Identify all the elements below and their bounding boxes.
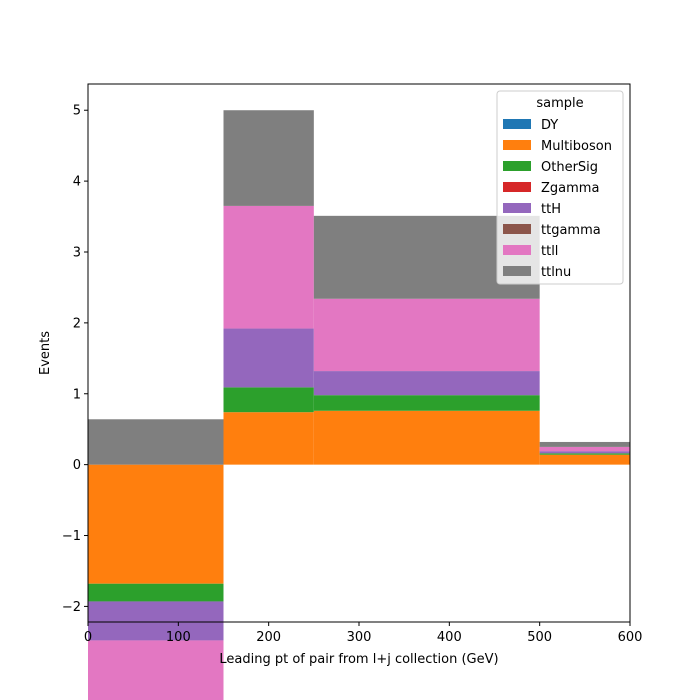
bar-othersig-bin-3: [539, 453, 630, 455]
legend-swatch-ttlnu: [503, 266, 531, 276]
legend-label-dy: DY: [541, 118, 558, 133]
legend-swatch-othersig: [503, 161, 531, 171]
y-tick-label: 4: [73, 175, 81, 190]
bar-ttll-bin-2: [313, 298, 540, 372]
x-tick-label: 200: [256, 630, 281, 645]
x-tick-label: 0: [84, 630, 92, 645]
legend-swatch-zgamma: [503, 182, 531, 192]
x-axis-label: Leading pt of pair from l+j collection (…: [219, 652, 498, 667]
y-tick-label: 3: [73, 245, 81, 260]
x-tick-label: 600: [618, 630, 643, 645]
bar-tth-bin-1: [223, 328, 314, 388]
x-tick-label: 400: [437, 630, 462, 645]
y-tick-label: −1: [62, 529, 81, 544]
x-tick-label: 500: [527, 630, 552, 645]
legend-swatch-dy: [503, 119, 531, 129]
legend: sample DY Multiboson OtherSig Zgamma ttH ttga…: [496, 90, 624, 285]
bar-ttlnu-bin-1: [223, 110, 314, 206]
bar-tth-bin-0: [88, 601, 224, 641]
y-tick-label: 5: [73, 104, 81, 119]
legend-swatch-ttgamma: [503, 224, 531, 234]
bar-multiboson-bin-3: [539, 454, 630, 465]
bar-othersig-bin-1: [223, 387, 314, 413]
bar-multiboson-bin-2: [313, 410, 540, 465]
legend-label-zgamma: Zgamma: [541, 181, 599, 196]
y-tick-label: −2: [62, 600, 81, 615]
y-tick-label: 1: [73, 387, 81, 402]
legend-label-othersig: OtherSig: [541, 160, 598, 175]
y-tick-label: 2: [73, 316, 81, 331]
legend-label-multiboson: Multiboson: [541, 139, 612, 154]
histogram-bars: [88, 110, 630, 700]
bar-tth-bin-3: [539, 451, 630, 454]
legend-label-ttgamma: ttgamma: [541, 223, 601, 238]
legend-swatch-ttll: [503, 245, 531, 255]
y-axis-ticks: −2 −1 0 1 2 3 4 5: [62, 104, 88, 615]
legend-swatch-multiboson: [503, 140, 531, 150]
legend-box: [496, 90, 624, 285]
bar-ttll-bin-1: [223, 205, 314, 329]
legend-label-tth: ttH: [541, 202, 561, 217]
bar-ttlnu-bin-0: [88, 419, 224, 465]
bar-multiboson-bin-0: [88, 464, 224, 584]
x-axis-ticks: 0 100 200 300 400 500 600: [84, 622, 643, 645]
legend-title: sample: [536, 96, 583, 111]
legend-swatch-tth: [503, 203, 531, 213]
y-tick-label: 0: [73, 458, 81, 473]
legend-label-ttlnu: ttlnu: [541, 265, 571, 280]
legend-label-ttll: ttll: [541, 244, 558, 259]
bar-tth-bin-2: [313, 371, 540, 396]
bar-othersig-bin-2: [313, 395, 540, 411]
bar-othersig-bin-0: [88, 583, 224, 602]
bar-ttll-bin-3: [539, 446, 630, 452]
x-tick-label: 300: [347, 630, 372, 645]
y-axis-label: Events: [38, 331, 53, 375]
legend-items: DY Multiboson OtherSig Zgamma ttH ttgamma ttll…: [503, 118, 612, 280]
bar-multiboson-bin-1: [223, 412, 314, 465]
x-tick-label: 100: [166, 630, 191, 645]
bar-ttlnu-bin-3: [539, 441, 630, 447]
bar-ttll-bin-0: [88, 640, 224, 700]
